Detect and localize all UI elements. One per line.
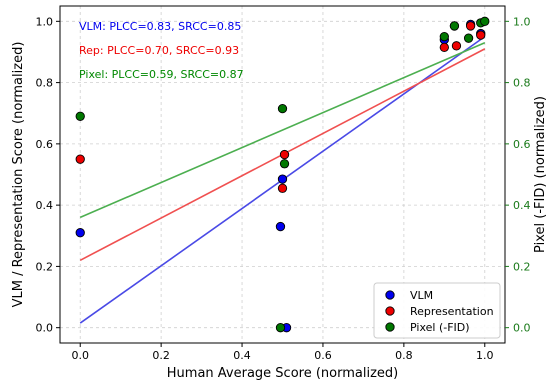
data-point-pixel-fid- [480, 16, 490, 26]
annotations: VLM: PLCC=0.83, SRCC=0.85 Rep: PLCC=0.70,… [79, 20, 244, 81]
x-tick-label: 1.0 [476, 349, 494, 362]
y-axis-label-left: VLM / Representation Score (normalized) [11, 42, 26, 308]
y-tick-label-right: 1.0 [513, 15, 531, 28]
legend-label: Representation [410, 305, 494, 318]
annotation-text: Rep: PLCC=0.70, SRCC=0.93 [79, 44, 239, 57]
x-tick-label: 0.0 [71, 349, 89, 362]
fit-line-pixel-fid- [79, 42, 486, 219]
data-point-vlm [277, 174, 288, 184]
x-axis-label: Human Average Score (normalized) [167, 366, 398, 381]
data-point-pixel-fid- [277, 103, 288, 114]
legend-label: VLM [410, 289, 433, 302]
y-axis-label-right: Pixel (-FID) (normalized) [533, 96, 548, 253]
data-point-vlm [75, 228, 85, 238]
axis-ticks: 0.0 0.2 0.4 0.6 0.8 1.0 0.0 0.2 0.4 0.6 0.8 1.0 0.0 0… [36, 15, 531, 362]
y-tick-label-left: 0.0 [36, 322, 54, 335]
data-point-pixel-fid- [463, 33, 474, 43]
y-tick-label-right: 0.0 [513, 322, 531, 335]
data-point-representation [277, 183, 288, 193]
data-point-representation [465, 21, 476, 31]
data-point-pixel-fid- [279, 159, 290, 169]
annotation-text: Pixel: PLCC=0.59, SRCC=0.87 [79, 68, 244, 81]
legend-marker [385, 290, 395, 300]
y-tick-label-left: 0.8 [36, 77, 54, 90]
data-point-pixel-fid- [449, 21, 460, 31]
legend-box [373, 282, 501, 339]
data-point-pixel-fid- [75, 111, 85, 121]
y-tick-label-right: 0.8 [513, 77, 531, 90]
annotation-text: VLM: PLCC=0.83, SRCC=0.85 [79, 20, 241, 33]
x-tick-label: 0.2 [152, 349, 170, 362]
y-tick-label-left: 0.2 [36, 260, 54, 273]
data-points [75, 16, 490, 333]
legend-marker [385, 322, 395, 332]
data-point-pixel-fid- [439, 31, 449, 42]
x-tick-label: 0.6 [314, 349, 332, 362]
y-tick-label-left: 0.6 [36, 138, 54, 151]
x-tick-label: 0.4 [233, 349, 251, 362]
y-tick-label-right: 0.2 [513, 260, 531, 273]
y-tick-label-right: 0.4 [513, 199, 531, 212]
data-point-representation [451, 41, 462, 51]
data-point-representation [279, 149, 290, 160]
legend-marker [385, 306, 395, 316]
legend: VLM Representation Pixel (-FID) [373, 282, 501, 339]
data-point-vlm [275, 221, 286, 232]
data-point-representation [439, 42, 449, 53]
data-point-representation [75, 154, 85, 164]
y-tick-label-right: 0.6 [513, 138, 531, 151]
y-tick-label-left: 0.4 [36, 199, 54, 212]
plot-frame [59, 5, 506, 344]
x-tick-label: 0.8 [395, 349, 413, 362]
data-point-pixel-fid- [275, 323, 286, 333]
legend-label: Pixel (-FID) [410, 321, 470, 334]
data-point-representation [476, 30, 486, 40]
y-tick-label-left: 1.0 [36, 15, 54, 28]
